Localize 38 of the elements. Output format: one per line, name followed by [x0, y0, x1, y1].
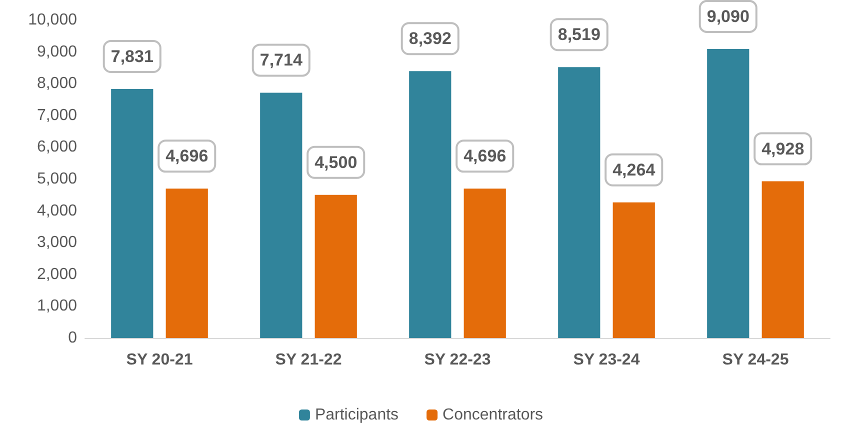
y-tick-label: 8,000	[36, 75, 78, 92]
x-tick-label: SY 21-22	[275, 352, 342, 368]
bar	[314, 194, 357, 338]
y-tick-label: 2,000	[36, 266, 78, 283]
legend-label: Concentrators	[442, 406, 544, 424]
data-label: 4,696	[166, 146, 208, 166]
bar	[111, 88, 154, 338]
data-label: 7,714	[260, 50, 303, 70]
x-tick-label: SY 24-25	[722, 352, 789, 368]
bar	[409, 71, 452, 338]
bar	[260, 92, 302, 338]
y-tick-label: 3,000	[36, 234, 78, 252]
x-tick-label: SY 20-21	[126, 352, 193, 368]
legend-label: Participants	[314, 406, 399, 424]
y-tick-label: 10,000	[28, 12, 78, 28]
bar	[464, 188, 506, 338]
data-label: 8,392	[408, 29, 452, 48]
bar	[707, 48, 750, 338]
data-label: 9,090	[706, 6, 750, 26]
x-tick-label: SY 23-24	[573, 352, 640, 368]
bar	[558, 67, 600, 338]
y-tick-label: 0	[68, 330, 78, 346]
y-tick-label: 6,000	[36, 138, 78, 156]
y-tick-label: 4,000	[36, 202, 78, 220]
data-label: 4,264	[612, 160, 656, 180]
x-tick-label: SY 22-23	[424, 352, 491, 368]
bar	[612, 202, 655, 338]
data-label: 4,928	[762, 139, 804, 158]
y-tick-label: 1,000	[36, 298, 78, 315]
y-tick-label: 9,000	[36, 43, 78, 60]
bar	[166, 188, 208, 338]
y-tick-label: 5,000	[36, 170, 78, 188]
y-tick-label: 7,000	[36, 106, 78, 124]
data-label: 8,519	[558, 25, 600, 44]
data-label: 4,696	[464, 146, 506, 166]
data-label: 4,500	[314, 152, 358, 172]
bar	[762, 181, 804, 338]
data-label: 7,831	[110, 46, 154, 66]
